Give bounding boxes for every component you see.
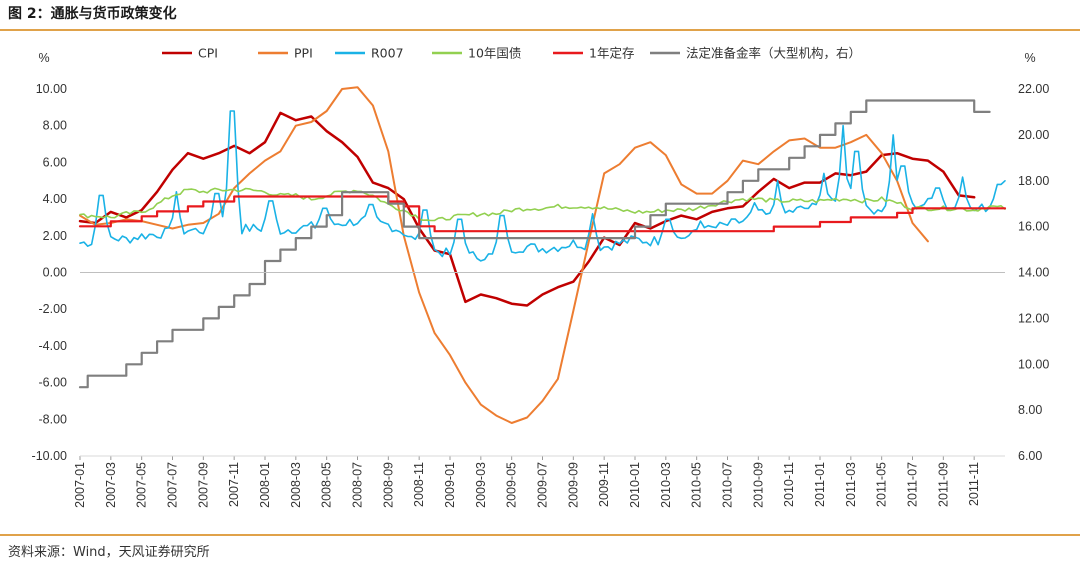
left-tick-label: 10.00 <box>36 82 67 96</box>
right-tick-label: 14.00 <box>1018 266 1049 280</box>
header: 图 2：通胀与货币政策变化 <box>0 0 1080 30</box>
series-10年国债 <box>79 187 1006 222</box>
legend-label: CPI <box>198 46 218 61</box>
left-tick-label: -8.00 <box>39 412 68 426</box>
x-tick-label: 2009-07 <box>536 462 550 508</box>
top-rule <box>0 29 1080 31</box>
right-tick-label: 12.00 <box>1018 311 1049 325</box>
x-tick-label: 2009-05 <box>505 462 519 508</box>
source-note: 资料来源：Wind，天风证券研究所 <box>8 545 210 560</box>
x-tick-label: 2008-03 <box>289 462 303 508</box>
x-tick-label: 2007-03 <box>104 462 118 508</box>
x-tick-label: 2008-09 <box>381 462 395 508</box>
left-axis-unit: % <box>38 51 49 65</box>
right-axis-unit: % <box>1024 51 1035 65</box>
right-tick-label: 10.00 <box>1018 357 1049 371</box>
left-tick-label: -2.00 <box>39 302 68 316</box>
series-PPI <box>79 86 929 424</box>
x-tick-label: 2008-11 <box>412 462 426 507</box>
x-tick-label: 2007-07 <box>166 462 180 508</box>
x-tick-label: 2007-01 <box>73 462 87 508</box>
x-tick-label: 2010-09 <box>751 462 765 508</box>
x-tick-label: 2010-07 <box>721 462 735 508</box>
x-tick-label: 2011-11 <box>967 462 981 506</box>
axes: % % 10.00 8.00 6.00 4.00 2.00 0.00 -2.00 -4.00 -6.… <box>32 51 1050 508</box>
x-tick-label: 2007-09 <box>196 462 210 508</box>
left-tick-label: 4.00 <box>43 192 67 206</box>
x-tick-label: 2008-01 <box>258 462 272 508</box>
right-tick-label: 22.00 <box>1018 82 1049 96</box>
figure-title: 图 2：通胀与货币政策变化 <box>8 6 177 22</box>
left-tick-label: -4.00 <box>39 339 68 353</box>
x-tick-label: 2009-03 <box>474 462 488 508</box>
x-tick-label: 2010-03 <box>659 462 673 508</box>
left-tick-label: 2.00 <box>43 229 67 243</box>
x-tick-label: 2011-01 <box>813 462 827 507</box>
x-tick-label: 2011-03 <box>844 462 858 507</box>
left-tick-label: -10.00 <box>32 449 67 463</box>
left-tick-label: 0.00 <box>43 266 67 280</box>
x-tick-label: 2010-01 <box>628 462 642 508</box>
legend-label: 1年定存 <box>589 46 634 61</box>
x-tick-label: 2009-09 <box>566 462 580 508</box>
x-tick-label: 2011-07 <box>906 462 920 507</box>
legend-label: 10年国债 <box>468 46 521 61</box>
right-tick-label: 6.00 <box>1018 449 1042 463</box>
right-tick-label: 8.00 <box>1018 403 1042 417</box>
series-layer <box>78 86 1007 424</box>
series-R007 <box>79 110 1006 262</box>
x-tick-label: 2009-11 <box>597 462 611 507</box>
x-tick-label: 2011-09 <box>936 462 950 507</box>
legend-label: PPI <box>294 46 313 61</box>
left-tick-label: 8.00 <box>43 119 67 133</box>
bottom-rule <box>0 534 1080 536</box>
x-tick-label: 2009-01 <box>443 462 457 508</box>
series-法定准备金率（大型机构，右） <box>78 99 991 389</box>
right-tick-label: 18.00 <box>1018 174 1049 188</box>
left-tick-label: -6.00 <box>39 376 68 390</box>
x-tick-label: 2007-05 <box>135 462 149 508</box>
x-tick-label: 2008-05 <box>320 462 334 508</box>
legend-label: 法定准备金率（大型机构，右） <box>686 46 861 61</box>
chart: % % 10.00 8.00 6.00 4.00 2.00 0.00 -2.00 -4.00 -6.… <box>32 46 1050 508</box>
left-tick-label: 6.00 <box>43 155 67 169</box>
x-tick-label: 2010-05 <box>690 462 704 508</box>
x-tick-label: 2010-11 <box>782 462 796 507</box>
x-tick-label: 2007-11 <box>227 462 241 507</box>
x-tick-label: 2011-05 <box>875 462 889 507</box>
legend: CPI PPI R007 10年国债 1年定存 法定准备金率（大型机构，右） <box>162 46 861 61</box>
x-tick-label: 2008-07 <box>351 462 365 508</box>
right-tick-label: 20.00 <box>1018 128 1049 142</box>
legend-label: R007 <box>371 46 404 61</box>
right-tick-label: 16.00 <box>1018 220 1049 234</box>
